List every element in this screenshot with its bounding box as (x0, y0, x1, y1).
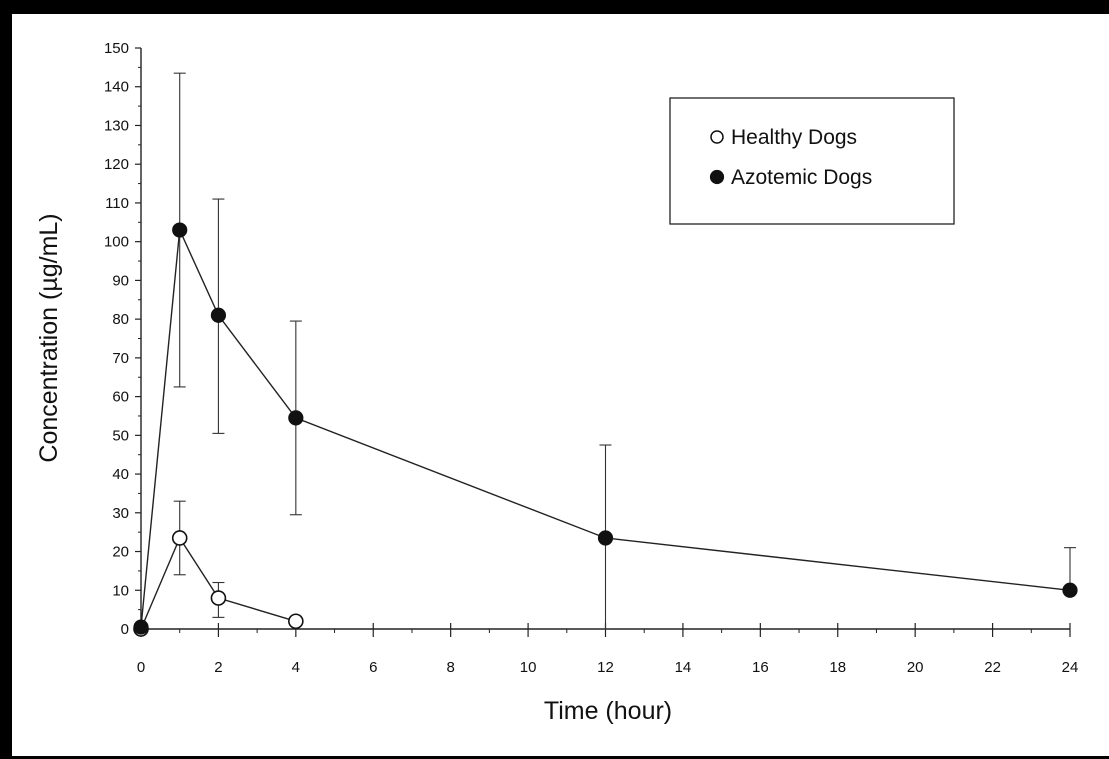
x-tick-label: 10 (520, 659, 537, 676)
y-tick-label: 90 (112, 272, 129, 289)
legend: Healthy Dogs Azotemic Dogs (669, 97, 955, 225)
data-point-healthy-dogs (288, 613, 304, 630)
y-tick-label: 0 (121, 621, 129, 638)
data-point-azotemic-dogs (210, 307, 227, 323)
y-axis-title: Concentration (µg/mL) (35, 213, 63, 462)
y-tick-label: 130 (104, 117, 129, 134)
y-tick-label: 110 (105, 195, 129, 212)
series-line-healthy-dogs (140, 536, 297, 630)
data-points (133, 222, 1078, 637)
legend-label-azotemic-dogs: Azotemic Dogs (731, 166, 872, 189)
y-tick-label: 50 (112, 427, 129, 444)
legend-marker-azotemic-dogs (709, 169, 725, 185)
legend-label-healthy-dogs: Healthy Dogs (731, 126, 857, 149)
x-tick-label: 18 (829, 659, 846, 676)
x-tick-label: 12 (597, 659, 614, 676)
series-line-azotemic-dogs (140, 227, 1071, 628)
y-tick-label: 120 (104, 156, 129, 173)
data-point-healthy-dogs (171, 530, 188, 546)
x-tick-label: 24 (1062, 659, 1079, 676)
data-point-azotemic-dogs (172, 222, 188, 238)
data-point-azotemic-dogs (133, 619, 149, 635)
y-tick-label: 30 (112, 505, 129, 522)
x-axis-title: Time (hour) (544, 697, 672, 725)
legend-box (669, 97, 955, 225)
y-tick-label: 20 (112, 544, 129, 561)
data-point-azotemic-dogs (1062, 582, 1078, 598)
y-tick-label: 40 (112, 466, 129, 483)
y-tick-label: 140 (104, 79, 129, 96)
x-tick-label: 0 (137, 659, 145, 676)
x-tick-label: 6 (369, 659, 377, 676)
series-lines (140, 227, 1071, 630)
x-tick-label: 14 (675, 659, 692, 676)
y-tick-label: 10 (112, 582, 129, 599)
x-tick-label: 20 (907, 659, 924, 676)
y-tick-label: 150 (104, 40, 129, 57)
data-point-healthy-dogs (210, 590, 227, 606)
x-tick-label: 4 (292, 659, 300, 676)
data-point-azotemic-dogs (288, 410, 304, 426)
y-tick-label: 70 (112, 350, 129, 367)
axis-titles: Time (hour) Concentration (µg/mL) (35, 213, 672, 725)
legend-marker-healthy-dogs (710, 130, 724, 144)
x-tick-label: 2 (214, 659, 222, 676)
x-tick-label: 8 (446, 659, 454, 676)
data-point-azotemic-dogs (597, 530, 614, 546)
x-tick-label: 22 (984, 659, 1001, 676)
x-tick-label: 16 (752, 659, 769, 676)
y-tick-label: 60 (112, 389, 129, 406)
y-tick-label: 80 (112, 311, 129, 328)
y-tick-label: 100 (104, 234, 129, 251)
